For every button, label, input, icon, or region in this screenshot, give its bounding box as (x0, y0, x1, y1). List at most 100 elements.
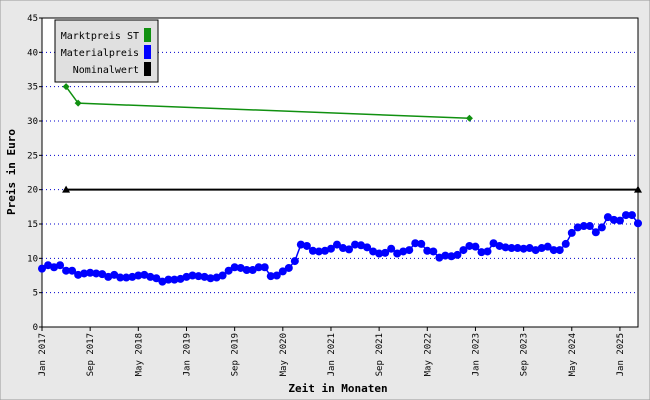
marker (411, 239, 420, 248)
marker (296, 240, 305, 249)
legend-box (54, 19, 159, 83)
marker (453, 250, 462, 259)
y-axis-title: Preis in Euro (5, 129, 18, 215)
marker (429, 247, 438, 256)
marker (236, 263, 245, 272)
marker (134, 271, 143, 280)
marker (314, 247, 323, 256)
legend-swatch (144, 62, 151, 76)
x-tick-label: Sep 2021 (375, 333, 385, 376)
marker (513, 244, 522, 253)
marker (555, 246, 564, 255)
marker (110, 270, 119, 279)
marker (218, 271, 227, 280)
marker (80, 269, 89, 278)
x-tick-label: Jan 2023 (471, 333, 481, 376)
marker (164, 275, 173, 284)
x-axis-title: Zeit in Monaten (288, 382, 387, 395)
y-tick-label: 45 (27, 14, 38, 24)
marker (507, 244, 516, 253)
marker (242, 266, 251, 275)
marker (74, 99, 82, 107)
marker (573, 223, 582, 232)
marker (597, 223, 606, 232)
marker (86, 268, 95, 277)
legend-swatch (144, 45, 151, 59)
marker (585, 222, 594, 231)
marker (320, 246, 329, 255)
marker (200, 272, 209, 281)
marker (603, 213, 612, 222)
marker (278, 267, 287, 276)
marker (68, 266, 77, 275)
marker (92, 269, 101, 278)
y-tick-label: 20 (27, 186, 38, 196)
marker (465, 114, 473, 122)
marker (56, 261, 65, 270)
marker (146, 272, 155, 281)
legend-label: Nominalwert (73, 65, 139, 76)
marker (495, 241, 504, 250)
marker (483, 247, 492, 256)
x-tick-label: Jan 2025 (616, 333, 626, 376)
marker (609, 215, 618, 224)
y-tick-label: 5 (33, 289, 38, 299)
marker (104, 272, 113, 281)
marker (302, 241, 311, 250)
marker (212, 273, 221, 282)
y-tick-label: 25 (27, 151, 38, 161)
y-tick-label: 0 (33, 323, 38, 333)
marker (435, 253, 444, 262)
marker (519, 244, 528, 253)
marker (182, 272, 191, 281)
marker (441, 251, 450, 260)
marker (375, 249, 384, 258)
marker (537, 244, 546, 253)
x-tick-label: Jan 2017 (38, 333, 48, 376)
marker (188, 271, 197, 280)
marker (525, 244, 534, 253)
marker (543, 242, 552, 251)
marker (399, 247, 408, 256)
marker (369, 247, 378, 256)
marker (74, 270, 83, 279)
marker (62, 83, 70, 91)
marker (549, 246, 558, 255)
legend-label: Marktpreis ST (61, 31, 139, 42)
marker (284, 263, 293, 272)
marker (634, 219, 642, 228)
marker (387, 244, 396, 253)
marker (332, 240, 341, 249)
marker (393, 249, 402, 258)
marker (290, 257, 299, 266)
y-tick-label: 10 (27, 254, 38, 264)
marker (122, 273, 131, 282)
marker (170, 275, 179, 284)
marker (272, 271, 281, 280)
marker (477, 248, 486, 257)
marker (579, 222, 588, 231)
y-tick-label: 40 (27, 48, 38, 58)
marker (260, 263, 269, 272)
y-tick-label: 30 (27, 117, 38, 127)
marker (423, 246, 432, 255)
marker (230, 263, 239, 272)
x-tick-label: May 2020 (279, 333, 289, 376)
marker (266, 272, 275, 281)
marker (158, 277, 167, 286)
marker (44, 261, 53, 270)
x-tick-label: May 2018 (134, 333, 144, 376)
marker (308, 246, 317, 255)
marker (224, 266, 233, 275)
x-tick-label: May 2022 (423, 333, 433, 376)
marker (140, 270, 149, 279)
marker (62, 266, 71, 275)
marker (363, 243, 372, 252)
marker (38, 264, 46, 273)
y-tick-label: 15 (27, 220, 38, 230)
marker (489, 239, 498, 248)
marker (381, 248, 390, 257)
x-tick-label: Sep 2017 (86, 333, 96, 376)
marker (176, 274, 185, 283)
